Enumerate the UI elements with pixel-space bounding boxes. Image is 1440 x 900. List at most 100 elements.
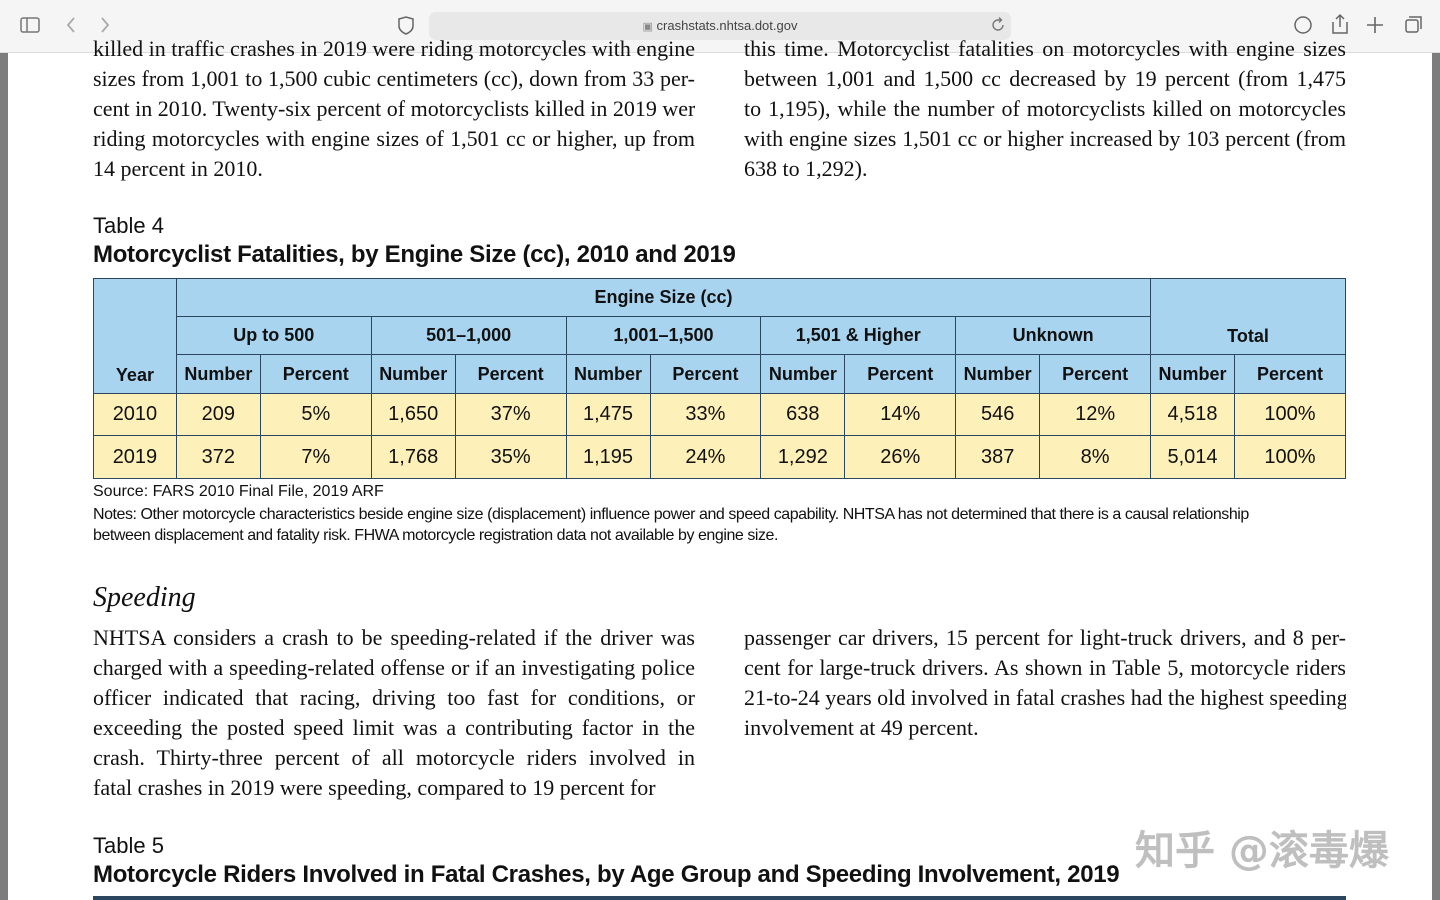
text-line: charged with a speeding-related offense … [93, 655, 695, 680]
table-title: Motorcycle Riders Involved in Fatal Cras… [93, 861, 1120, 888]
intro-left-column: killed in traffic crashes in 2019 were r… [93, 34, 695, 184]
note-line: between displacement and fatality risk. … [93, 527, 778, 544]
table-cell: 4,518 [1150, 393, 1235, 436]
header-cell: Percent [454, 354, 567, 394]
text-line: officer indicated that racing, driving t… [93, 685, 695, 710]
text-line: killed in traffic crashes in 2019 were r… [93, 36, 695, 61]
speeding-left-column: NHTSA considers a crash to be speeding-r… [93, 623, 695, 803]
share-button[interactable] [1332, 13, 1348, 34]
table-top-border [93, 896, 1346, 900]
header-row: Year Engine Size (cc) Total [93, 278, 1346, 394]
text-line: between 1,001 and 1,500 cc decreased by … [744, 66, 1346, 91]
table-cell: 14% [844, 393, 957, 436]
header-cell: Percent [844, 354, 957, 394]
table-cell: 100% [1233, 393, 1347, 436]
table-cell: 209 [175, 393, 261, 436]
text-line: NHTSA considers a crash to be speeding-r… [93, 625, 695, 650]
table-cell: 26% [844, 435, 957, 479]
toolbar-icons [20, 13, 1422, 35]
lock-icon: ▣ [642, 21, 653, 33]
header-cell: Number [1150, 354, 1235, 394]
table-notes: Notes: Other motorcycle characteristics … [93, 504, 1249, 546]
table-cell: 372 [175, 435, 261, 479]
header-cell: Percent [1039, 354, 1152, 394]
speeding-right-column: passenger car drivers, 15 percent for li… [744, 623, 1346, 743]
table-cell: 2019 [93, 435, 177, 479]
sidebar-button[interactable] [20, 17, 40, 33]
header-row: Number Percent Number Percent Number Percent N… [94, 354, 1347, 394]
table-cell: 24% [649, 435, 762, 479]
table-cell: 546 [955, 393, 1041, 436]
header-cell: 501–1,000 [370, 316, 567, 355]
text-line: crash. Thirty-three percent of all motor… [93, 745, 695, 770]
table-cell: 5% [259, 393, 372, 436]
back-button[interactable] [66, 17, 75, 33]
header-cell: Percent [649, 354, 762, 394]
text-line: with engine sizes 1,501 cc or higher inc… [744, 126, 1346, 151]
table-cell: 387 [955, 435, 1041, 479]
text-line: 21-to-24 years old involved in fatal cra… [744, 685, 1346, 710]
text-line: sizes from 1,001 to 1,500 cubic centimet… [93, 66, 695, 91]
header-cell: 1,001–1,500 [565, 316, 762, 355]
tabs-button-back [1409, 16, 1422, 29]
table-cell: 638 [760, 393, 846, 436]
header-cell: Number [370, 354, 456, 394]
header-row: Up to 500 501–1,000 1,001–1,500 1,501 & Hig… [94, 316, 1346, 355]
browser-toolbar: ▣ crashstats.nhtsa.dot.gov [0, 0, 1440, 53]
text-line: passenger car drivers, 15 percent for li… [744, 625, 1346, 650]
table-cell: 7% [259, 435, 372, 479]
text-line: riding motorcycles with engine sizes of … [93, 126, 695, 151]
text-line: 14 percent in 2010. [93, 156, 263, 181]
header-cell: Unknown [955, 316, 1152, 355]
header-cell: Percent [259, 354, 372, 394]
header-cell: Engine Size (cc) [175, 278, 1152, 317]
table-label: Table 5 [93, 833, 164, 858]
address-bar[interactable]: ▣ crashstats.nhtsa.dot.gov [429, 12, 1011, 40]
table-cell: 1,292 [760, 435, 846, 479]
table-title: Motorcyclist Fatalities, by Engine Size … [93, 241, 736, 268]
table-cell: 1,195 [565, 435, 651, 479]
text-line: exceeding the posted speed limit was a c… [93, 715, 695, 740]
table-cell: 5,014 [1150, 435, 1235, 479]
header-cell: Number [565, 354, 651, 394]
text-line: fatal crashes in 2019 were speeding, com… [93, 775, 656, 800]
downloads-button[interactable] [1294, 16, 1312, 34]
table-row: 2010 209 5% 1,650 37% 1,475 33% 638 14% 546 12% 4,5… [93, 393, 1347, 436]
section-heading: Speeding [93, 582, 196, 613]
table-cell: 37% [454, 393, 567, 436]
table-label: Table 4 [93, 213, 164, 238]
url-text: crashstats.nhtsa.dot.gov [656, 18, 798, 33]
text-line: this time. Motorcyclist fatalities on mo… [744, 36, 1346, 61]
table-cell: 100% [1233, 435, 1347, 479]
intro-right-column: this time. Motorcyclist fatalities on mo… [744, 34, 1346, 184]
header-cell: Number [955, 354, 1041, 394]
table-cell: 8% [1039, 435, 1152, 479]
header-cell: Total [1150, 278, 1346, 355]
table-source: Source: FARS 2010 Final File, 2019 ARF [93, 483, 384, 500]
table-cell: 1,768 [370, 435, 456, 479]
table-cell: 33% [649, 393, 762, 436]
viewer-margin-left [0, 53, 8, 900]
text-line: cent in 2010. Twenty-six percent of moto… [93, 96, 695, 121]
new-tab-button[interactable] [1367, 17, 1383, 33]
reload-button[interactable] [990, 17, 1006, 33]
viewer-margin-right [1432, 53, 1440, 900]
table-cell: 12% [1039, 393, 1152, 436]
table: Year Engine Size (cc) Total Up to 500 501–1,… [93, 278, 1347, 479]
text-line: involvement at 49 percent. [744, 715, 979, 740]
privacy-icon[interactable] [398, 16, 414, 35]
text-line: to 1,195), while the number of motorcycl… [744, 96, 1346, 121]
header-cell: Year [93, 278, 177, 394]
note-line: Notes: Other motorcycle characteristics … [93, 506, 1249, 523]
header-cell: Number [760, 354, 846, 394]
table-cell: 1,650 [370, 393, 456, 436]
text-line: 638 to 1,292). [744, 156, 868, 181]
text-line: cent for large-truck drivers. As shown i… [744, 655, 1346, 680]
table-row: 2019 372 7% 1,768 35% 1,195 24% 1,292 26% 387 8% 5,… [93, 435, 1347, 479]
tabs-button[interactable] [1405, 19, 1419, 33]
header-cell: Percent [1233, 354, 1347, 394]
forward-button[interactable] [101, 17, 110, 33]
header-cell: Number [175, 354, 261, 394]
table-cell: 35% [454, 435, 567, 479]
